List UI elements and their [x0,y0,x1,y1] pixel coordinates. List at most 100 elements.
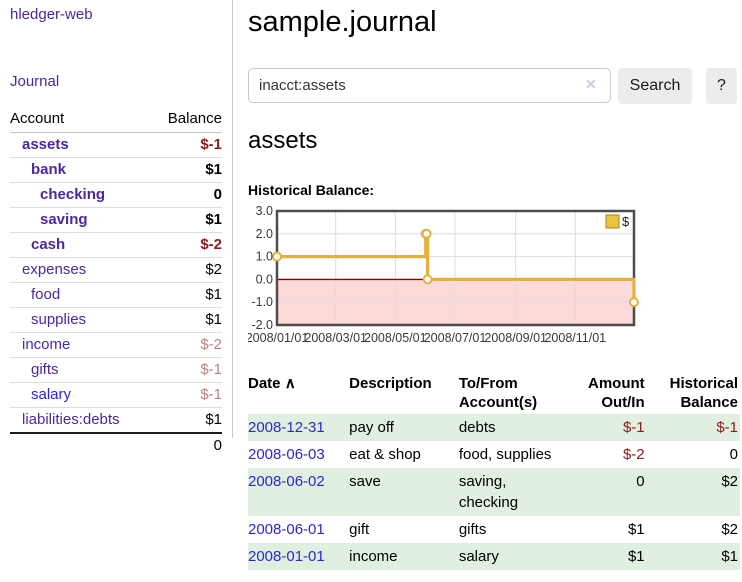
account-balance: $-2 [151,232,222,258]
page-title: sample.journal [248,6,437,38]
register-header-accounts: To/From Account(s) [458,375,538,411]
svg-text:3.0: 3.0 [256,205,273,218]
account-link[interactable]: expenses [22,261,87,278]
account-row: gifts $-1 [10,357,222,383]
account-name-cell: salary [10,382,152,408]
account-link[interactable]: cash [31,236,66,253]
account-link[interactable]: checking [40,186,106,203]
help-button[interactable]: ? [706,68,737,104]
clear-search-icon[interactable]: ✕ [585,76,597,92]
transaction-amount: $1 [627,521,645,538]
account-link[interactable]: salary [31,386,72,403]
svg-text:2008/05/01: 2008/05/01 [364,331,427,345]
account-row: saving $1 [10,207,222,233]
transaction-accounts: saving, checking [458,473,519,511]
svg-text:2008/03/01: 2008/03/01 [304,331,367,345]
account-link[interactable]: assets [22,136,69,153]
account-link[interactable]: bank [31,161,67,178]
account-row: food $1 [10,282,222,308]
transaction-date-link[interactable]: 2008-06-02 [248,473,325,490]
account-name-cell: income [10,332,152,358]
account-row: checking 0 [10,182,222,208]
accounts-total-value: 0 [151,432,222,458]
search-button[interactable]: Search [618,68,692,104]
transaction-balance: $2 [721,521,738,538]
account-balance: $-1 [151,382,222,408]
accounts-header-balance: Balance [151,107,222,133]
main-content: sample.journal ✕ Search ? assets Histori… [233,0,742,570]
transaction-date-cell: 2008-12-31 [248,414,349,441]
transaction-accounts: salary [458,548,499,565]
transaction-row: 2008-06-02 save saving, checking 0 $2 [248,468,740,516]
account-balance: $1 [151,157,222,183]
transaction-date-link[interactable]: 2008-06-01 [248,521,325,538]
account-name-cell: supplies [10,307,152,333]
transaction-amount: $-2 [622,446,645,463]
sidebar-item-journal[interactable]: Journal [10,73,60,90]
svg-text:2008/11/01: 2008/11/01 [544,331,606,345]
chart-title: Historical Balance: [248,182,375,198]
account-name-cell: cash [10,232,152,258]
account-name-cell: gifts [10,357,152,383]
register-header-description: Description [349,375,432,392]
transaction-balance: $-1 [716,419,738,436]
search-form: ✕ Search ? [248,68,737,104]
account-link[interactable]: liabilities:debts [22,411,120,428]
account-row: supplies $1 [10,307,222,333]
svg-text:-1.0: -1.0 [251,295,273,309]
transaction-accounts: debts [458,419,496,436]
svg-text:$: $ [622,214,630,229]
account-balance: $-1 [200,136,222,153]
sort-ascending-icon: ∧ [284,375,296,392]
svg-text:-2.0: -2.0 [251,318,273,332]
transaction-date-cell: 2008-06-01 [248,516,349,543]
account-name-cell: checking [10,182,152,208]
account-balance: $2 [151,257,222,283]
account-row: income $-2 [10,332,222,358]
transaction-row: 2008-06-01 gift gifts $1 $2 [248,516,740,543]
register-table-body: 2008-12-31 pay off debts $-1 $-1 2008-06-03 ea… [248,414,740,570]
register-header-date[interactable]: Date ∧ [248,375,296,392]
transaction-row: 2008-01-01 income salary $1 $1 [248,543,740,570]
register-header-amount: Amount Out/In [587,375,645,411]
historical-balance-chart: $3.0 2.0 1.0 0.0 -1.0 -2.02008/01/012008/03/0… [246,204,639,345]
transaction-balance: 0 [729,446,738,463]
account-balance: $1 [151,407,222,433]
accounts-table: Account Balance assets $-1 bank $1 checking 0… [10,107,222,458]
account-link[interactable]: income [22,336,71,353]
svg-text:2008/09/01: 2008/09/01 [484,331,547,345]
account-row: assets $-1 [10,133,222,158]
account-balance: $-2 [151,332,222,358]
account-link[interactable]: gifts [31,361,59,378]
app-title-link[interactable]: hledger-web [10,6,93,23]
account-link[interactable]: saving [40,211,88,228]
svg-text:0.0: 0.0 [256,272,273,286]
account-balance: 0 [151,182,222,208]
transaction-date-cell: 2008-06-02 [248,468,349,516]
account-link[interactable]: supplies [31,311,87,328]
register-header-row: Date ∧ Description To/From Account(s) Am… [248,372,740,414]
account-balance: $1 [151,207,222,233]
account-row: cash $-2 [10,232,222,258]
account-row: bank $1 [10,157,222,183]
transaction-date-link[interactable]: 2008-06-03 [248,446,325,463]
chart-wrap: $3.0 2.0 1.0 0.0 -1.0 -2.0 2008/01/01 2008/03/0… [246,204,734,355]
account-name-cell: expenses [10,257,152,283]
sidebar: hledger-web Journal Account Balance asse… [0,0,233,458]
accounts-total-row: 0 [10,432,222,458]
accounts-total-spacer [10,432,152,458]
transaction-date-cell: 2008-01-01 [248,543,349,570]
account-heading: assets [248,127,318,154]
transaction-amount: 0 [636,473,645,490]
svg-text:2008/07/01: 2008/07/01 [424,331,487,345]
register-table: Date ∧ Description To/From Account(s) Am… [248,372,740,570]
account-name-cell: bank [10,157,152,183]
transaction-row: 2008-12-31 pay off debts $-1 $-1 [248,414,740,441]
account-row: salary $-1 [10,382,222,408]
search-input[interactable] [248,68,611,103]
account-row: expenses $2 [10,257,222,283]
transaction-date-link[interactable]: 2008-12-31 [248,419,325,436]
transaction-date-link[interactable]: 2008-01-01 [248,548,325,565]
account-link[interactable]: food [31,286,61,303]
transaction-amount: $-1 [622,419,645,436]
